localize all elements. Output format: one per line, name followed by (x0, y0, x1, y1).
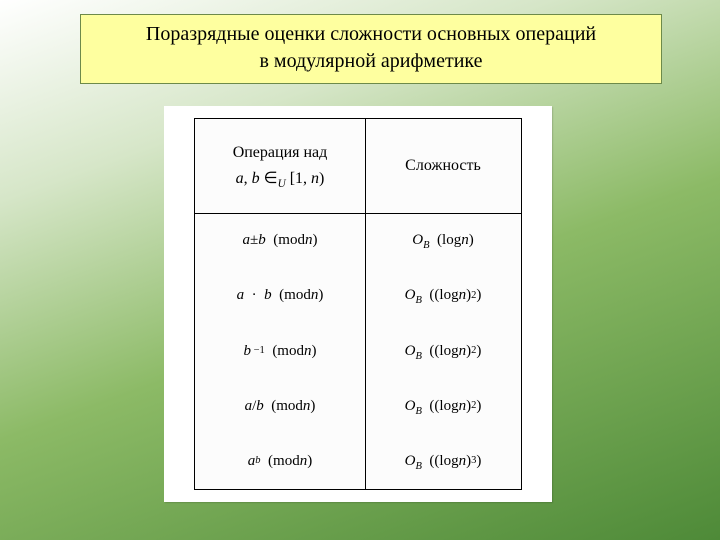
slide-title-line2: в модулярной арифметике (91, 48, 651, 75)
operation-cell: ab (mod n) (195, 434, 365, 489)
table-row: a · b (mod n) OB ((log n)2) (195, 268, 521, 323)
operation-cell: a · b (mod n) (195, 268, 365, 323)
complexity-cell: OB ((log n)2) (365, 323, 521, 378)
slide-title-line1: Поразрядные оценки сложности основных оп… (91, 21, 651, 48)
table-row: b −1 (mod n) OB ((log n)2) (195, 323, 521, 378)
slide-title: Поразрядные оценки сложности основных оп… (80, 14, 662, 84)
table-header-operation-line1: Операция над (233, 144, 328, 162)
complexity-cell: OB ((log n)2) (365, 379, 521, 434)
complexity-table: Операция над a, b ∈U [1, n) Сложность a … (194, 118, 522, 490)
operation-cell: a ± b (mod n) (195, 213, 365, 268)
table-row: a/b (mod n) OB ((log n)2) (195, 379, 521, 434)
table-header-complexity-text: Сложность (405, 157, 481, 175)
table-row: ab (mod n) OB ((log n)3) (195, 434, 521, 489)
slide: Поразрядные оценки сложности основных оп… (0, 0, 720, 540)
table-row: a ± b (mod n) OB (log n) (195, 213, 521, 268)
complexity-cell: OB ((log n)3) (365, 434, 521, 489)
table-body: a ± b (mod n) OB (log n) a · b (mod n) O… (195, 213, 521, 489)
complexity-table-container: Операция над a, b ∈U [1, n) Сложность a … (164, 106, 552, 502)
complexity-cell: OB (log n) (365, 213, 521, 268)
operation-cell: a/b (mod n) (195, 379, 365, 434)
table-header-operation-line2: a, b ∈U [1, n) (236, 168, 325, 188)
table-header-complexity: Сложность (365, 119, 521, 213)
table-header-operation: Операция над a, b ∈U [1, n) (195, 119, 365, 213)
operation-cell: b −1 (mod n) (195, 323, 365, 378)
complexity-cell: OB ((log n)2) (365, 268, 521, 323)
